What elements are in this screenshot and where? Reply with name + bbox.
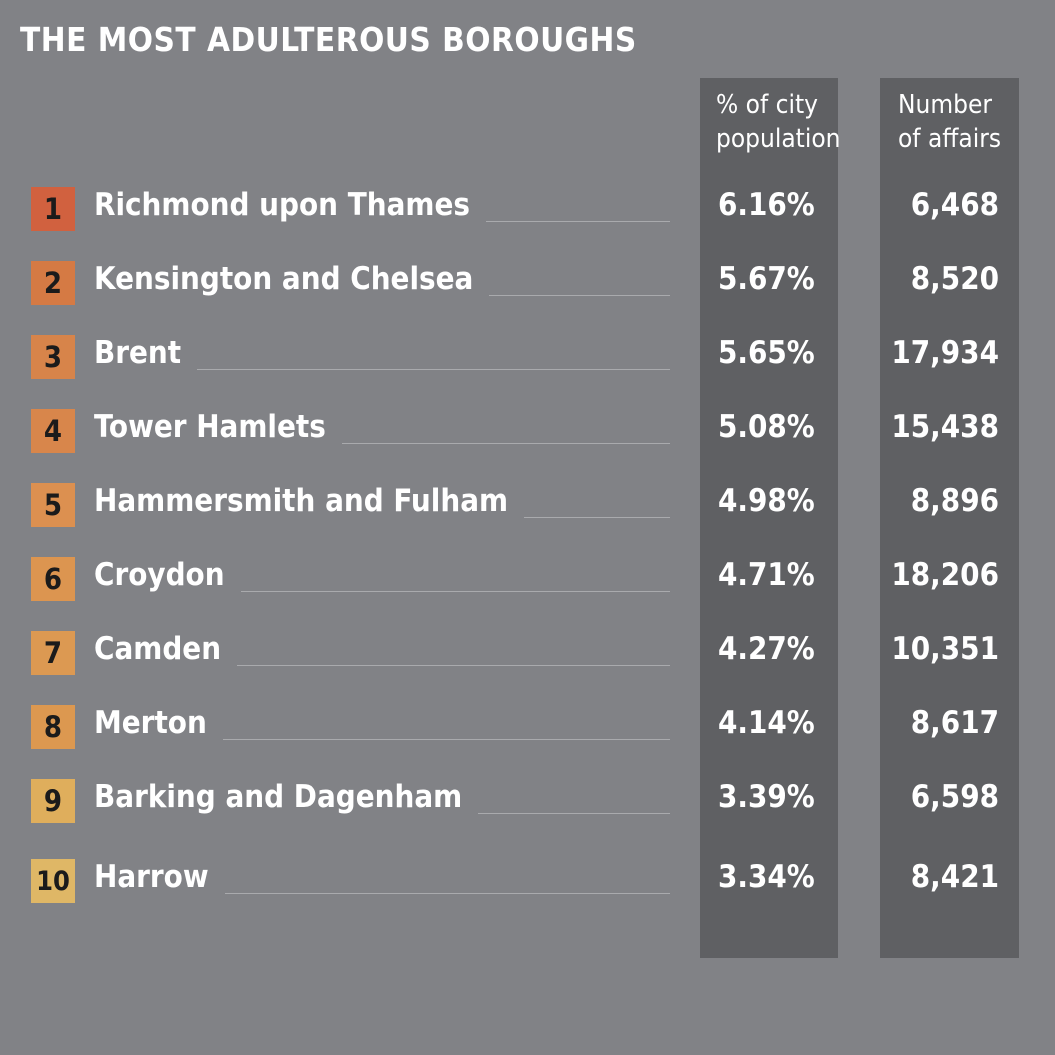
leader-line [225, 893, 670, 894]
rank-badge: 4 [31, 409, 75, 453]
percent-value: 4.14% [718, 705, 815, 741]
affairs-column-header-line-2: of affairs [898, 124, 1002, 154]
rank-badge: 3 [31, 335, 75, 379]
affairs-value: 8,617 [910, 705, 999, 741]
percent-value: 6.16% [718, 187, 815, 223]
borough-name: Merton [94, 705, 207, 741]
table-row: 4 Tower Hamlets 5.08% 15,438 [0, 405, 1055, 453]
leader-line [489, 295, 670, 296]
leader-line [342, 443, 670, 444]
affairs-column-header: Number of affairs [898, 88, 1001, 156]
affairs-value: 18,206 [891, 557, 999, 593]
percent-value: 3.39% [718, 779, 815, 815]
percent-value: 5.67% [718, 261, 815, 297]
table-row: 10 Harrow 3.34% 8,421 [0, 855, 1055, 903]
percent-column-header-line-1: % of city [716, 90, 818, 120]
borough-name: Harrow [94, 859, 209, 895]
leader-line [524, 517, 670, 518]
rank-badge: 6 [31, 557, 75, 601]
table-row: 9 Barking and Dagenham 3.39% 6,598 [0, 775, 1055, 823]
rank-badge: 2 [31, 261, 75, 305]
table-row: 2 Kensington and Chelsea 5.67% 8,520 [0, 257, 1055, 305]
table-row: 6 Croydon 4.71% 18,206 [0, 553, 1055, 601]
affairs-value: 8,421 [910, 859, 999, 895]
leader-line [478, 813, 670, 814]
leader-line [223, 739, 670, 740]
borough-name: Camden [94, 631, 222, 667]
affairs-column-header-line-1: Number [898, 90, 992, 120]
rank-badge: 7 [31, 631, 75, 675]
table-row: 5 Hammersmith and Fulham 4.98% 8,896 [0, 479, 1055, 527]
affairs-value: 8,520 [910, 261, 999, 297]
borough-name: Tower Hamlets [94, 409, 326, 445]
percent-column-header-line-2: population [716, 124, 841, 154]
borough-name: Barking and Dagenham [94, 779, 463, 815]
rank-badge: 10 [31, 859, 75, 903]
percent-value: 4.98% [718, 483, 815, 519]
rank-badge: 1 [31, 187, 75, 231]
table-row: 8 Merton 4.14% 8,617 [0, 701, 1055, 749]
borough-name: Croydon [94, 557, 225, 593]
borough-name: Hammersmith and Fulham [94, 483, 509, 519]
percent-value: 5.65% [718, 335, 815, 371]
leader-line [237, 665, 670, 666]
leader-line [197, 369, 670, 370]
affairs-column-background [880, 78, 1019, 958]
rank-badge: 8 [31, 705, 75, 749]
percent-column-background [700, 78, 838, 958]
borough-name: Kensington and Chelsea [94, 261, 474, 297]
percent-value: 4.71% [718, 557, 815, 593]
affairs-value: 15,438 [891, 409, 999, 445]
percent-value: 4.27% [718, 631, 815, 667]
affairs-value: 8,896 [910, 483, 999, 519]
affairs-value: 17,934 [891, 335, 999, 371]
table-row: 3 Brent 5.65% 17,934 [0, 331, 1055, 379]
percent-value: 5.08% [718, 409, 815, 445]
chart-title: THE MOST ADULTEROUS BOROUGHS [20, 20, 637, 59]
leader-line [486, 221, 670, 222]
table-row: 1 Richmond upon Thames 6.16% 6,468 [0, 183, 1055, 231]
leader-line [241, 591, 670, 592]
affairs-value: 6,598 [910, 779, 999, 815]
borough-name: Brent [94, 335, 182, 371]
table-row: 7 Camden 4.27% 10,351 [0, 627, 1055, 675]
percent-column-header: % of city population [716, 88, 840, 156]
borough-name: Richmond upon Thames [94, 187, 471, 223]
rank-badge: 9 [31, 779, 75, 823]
rank-badge: 5 [31, 483, 75, 527]
affairs-value: 6,468 [910, 187, 999, 223]
affairs-value: 10,351 [891, 631, 999, 667]
percent-value: 3.34% [718, 859, 815, 895]
